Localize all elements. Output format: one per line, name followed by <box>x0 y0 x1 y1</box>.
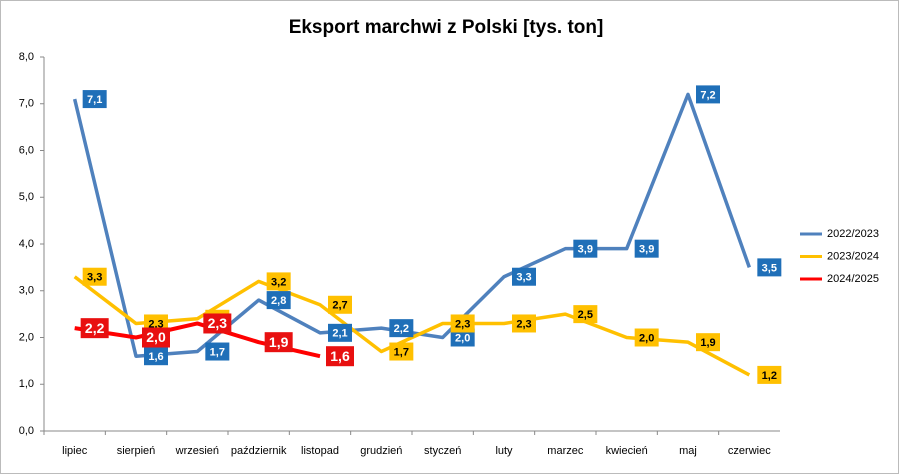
data-label: 2,0 <box>639 332 654 344</box>
x-tick-label: wrzesień <box>175 445 219 457</box>
data-label: 2,1 <box>332 328 347 340</box>
data-label-box <box>80 318 109 339</box>
data-label: 2,5 <box>578 309 593 321</box>
y-tick-label: 7,0 <box>19 98 34 110</box>
data-label: 2,3 <box>455 318 470 330</box>
data-label-box <box>82 90 107 109</box>
data-label-box <box>696 85 720 104</box>
data-label: 1,2 <box>762 370 777 382</box>
data-label-box <box>573 239 598 258</box>
legend-label: 2022/2023 <box>827 228 879 240</box>
data-label-box <box>512 267 536 286</box>
data-label: 3,5 <box>762 262 777 274</box>
chart-title: Eksport marchwi z Polski [tys. ton] <box>289 17 604 38</box>
y-tick-label: 2,0 <box>19 331 34 343</box>
data-label: 7,1 <box>87 94 102 106</box>
y-tick-label: 3,0 <box>19 285 34 297</box>
data-label: 3,3 <box>516 272 531 284</box>
data-label-box <box>696 333 720 352</box>
data-label: 1,7 <box>394 346 409 358</box>
data-label: 2,7 <box>332 300 347 312</box>
x-tick-label: czerwiec <box>728 445 771 457</box>
data-label: 3,2 <box>271 276 286 288</box>
data-label-box <box>389 342 414 361</box>
data-label-box <box>573 305 598 324</box>
data-label: 2,8 <box>271 295 286 307</box>
data-label-box <box>328 295 352 314</box>
data-label: 7,2 <box>700 89 715 101</box>
data-label-box <box>450 314 475 333</box>
data-label-box <box>203 313 232 334</box>
y-tick-label: 4,0 <box>19 238 34 250</box>
data-label-box <box>389 319 414 338</box>
x-tick-label: kwiecień <box>606 445 648 457</box>
x-tick-label: styczeń <box>424 445 461 457</box>
x-tick-label: grudzień <box>360 445 402 457</box>
x-tick-label: luty <box>495 445 513 457</box>
data-label-box <box>266 272 291 291</box>
x-tick-label: maj <box>679 445 697 457</box>
y-tick-label: 5,0 <box>19 191 34 203</box>
y-tick-label: 1,0 <box>19 378 34 390</box>
data-label: 2,0 <box>455 332 470 344</box>
data-label-box <box>634 328 659 347</box>
data-label-box <box>450 328 475 347</box>
data-label: 3,9 <box>578 244 593 256</box>
data-label: 2,2 <box>85 320 105 336</box>
data-label: 3,3 <box>87 272 102 284</box>
data-label-box <box>205 342 230 361</box>
y-tick-label: 8,0 <box>19 51 34 63</box>
data-label-box <box>512 314 536 333</box>
x-tick-label: listopad <box>301 445 339 457</box>
x-tick-label: październik <box>231 445 287 457</box>
data-label: 1,9 <box>700 337 715 349</box>
data-label-box <box>757 365 782 384</box>
data-label: 1,6 <box>330 348 350 364</box>
data-label-box <box>264 332 293 353</box>
y-tick-label: 0,0 <box>19 425 34 437</box>
data-label-box <box>326 346 354 367</box>
data-label-box <box>634 239 659 258</box>
data-label: 1,7 <box>210 346 225 358</box>
x-tick-label: sierpień <box>117 445 156 457</box>
y-tick-label: 6,0 <box>19 144 34 156</box>
data-label: 2,0 <box>146 329 166 345</box>
data-label-box <box>328 323 352 342</box>
data-label-box <box>757 258 782 277</box>
data-label-box <box>266 291 291 310</box>
data-label-box <box>144 347 168 366</box>
data-label: 1,9 <box>269 334 289 350</box>
data-label: 3,9 <box>639 244 654 256</box>
data-label: 2,3 <box>208 315 228 331</box>
legend-label: 2024/2025 <box>827 273 879 285</box>
data-label: 1,6 <box>148 351 163 363</box>
legend-label: 2023/2024 <box>827 250 879 262</box>
x-tick-label: marzec <box>547 445 584 457</box>
data-label-box <box>142 327 170 348</box>
data-label: 2,2 <box>394 323 409 335</box>
data-label: 2,3 <box>516 318 531 330</box>
x-tick-label: lipiec <box>62 445 88 457</box>
data-label: 2,3 <box>148 318 163 330</box>
data-label-box <box>82 267 107 286</box>
